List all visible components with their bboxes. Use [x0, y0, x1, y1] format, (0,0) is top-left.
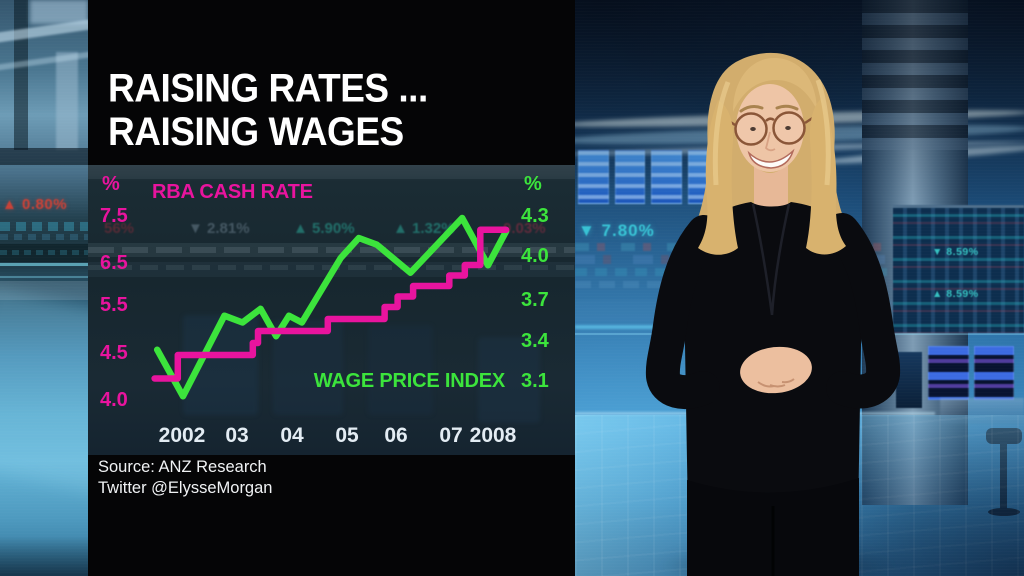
chart-bg-ticker: 0.03%	[503, 220, 546, 237]
right-axis-tick-label: 3.7	[521, 289, 549, 311]
left-axis-tick-label: 4.5	[100, 342, 128, 364]
left-axis-unit: %	[102, 173, 120, 195]
chart-plot-area: 56% ▼ 2.81% ▲ 5.90% ▲ 1.32% 0.03% % % RB…	[88, 165, 575, 455]
right-axis-tick-label: 3.1	[521, 370, 549, 392]
left-axis-tick-label: 4.0	[100, 389, 128, 411]
source-attribution: Source: ANZ Research Twitter @ElysseMorg…	[98, 457, 272, 499]
background-window	[273, 320, 343, 415]
chart-bg-ticker: 56%	[104, 220, 135, 237]
chart-title-line1: RAISING RATES ...	[108, 66, 428, 110]
series-label-rba-cash-rate: RBA CASH RATE	[152, 181, 313, 203]
source-line: Twitter @ElysseMorgan	[98, 479, 273, 497]
x-axis-tick-label: 07	[439, 424, 463, 447]
x-axis-tick-label: 04	[280, 424, 304, 447]
chart-bg-ticker: ▲ 5.90%	[293, 220, 355, 237]
background-band	[88, 243, 575, 257]
x-axis-tick-label: 05	[335, 424, 359, 447]
presenter-left-arm	[645, 215, 721, 409]
presenter-hands	[740, 346, 812, 394]
presenter-right-arm	[825, 213, 901, 409]
left-axis-tick-label: 5.5	[100, 294, 128, 316]
right-axis-unit: %	[524, 173, 542, 195]
left-axis-tick-label: 6.5	[100, 252, 128, 274]
eye	[750, 127, 756, 131]
chart-card: RAISING RATES ... RAISING WAGES 56% ▼ 2.…	[88, 0, 575, 576]
right-axis-tick-label: 3.4	[521, 330, 549, 352]
x-axis-tick-label: 03	[225, 424, 249, 447]
background-band	[88, 165, 575, 179]
series-line-rba-cash-rate	[151, 226, 510, 382]
chart-lines	[151, 214, 510, 400]
x-axis-tick-label: 06	[384, 424, 408, 447]
ticker-band	[88, 247, 575, 253]
presenter-front-hair	[733, 58, 817, 112]
background-window	[368, 325, 433, 415]
chart-bg-ticker: ▲ 1.32%	[393, 220, 455, 237]
chart-title-line2: RAISING WAGES	[108, 109, 404, 154]
source-line: Source: ANZ Research	[98, 458, 267, 476]
nose	[764, 131, 776, 152]
series-label-wage-price-index: WAGE PRICE INDEX	[313, 370, 505, 392]
eye	[785, 126, 791, 130]
blazer-lapel	[751, 203, 791, 316]
series-line-wage-price-index	[153, 214, 510, 400]
smile	[747, 148, 795, 169]
right-axis-tick-label: 4.3	[521, 205, 549, 227]
left-axis-tick-label: 7.5	[100, 205, 128, 227]
eyebrow	[739, 104, 799, 113]
presenter-neck	[754, 163, 788, 214]
right-axis-tick-label: 4.0	[521, 245, 549, 267]
presenter	[645, 52, 901, 576]
chart-bg-ticker: ▼ 2.81%	[188, 220, 250, 237]
background-window	[478, 337, 540, 423]
hair-highlight	[712, 79, 831, 186]
x-axis-tick-label: 2008	[469, 424, 517, 447]
chart-title: RAISING RATES ... RAISING WAGES	[108, 66, 428, 154]
x-axis-tick-label: 2002	[158, 424, 206, 447]
